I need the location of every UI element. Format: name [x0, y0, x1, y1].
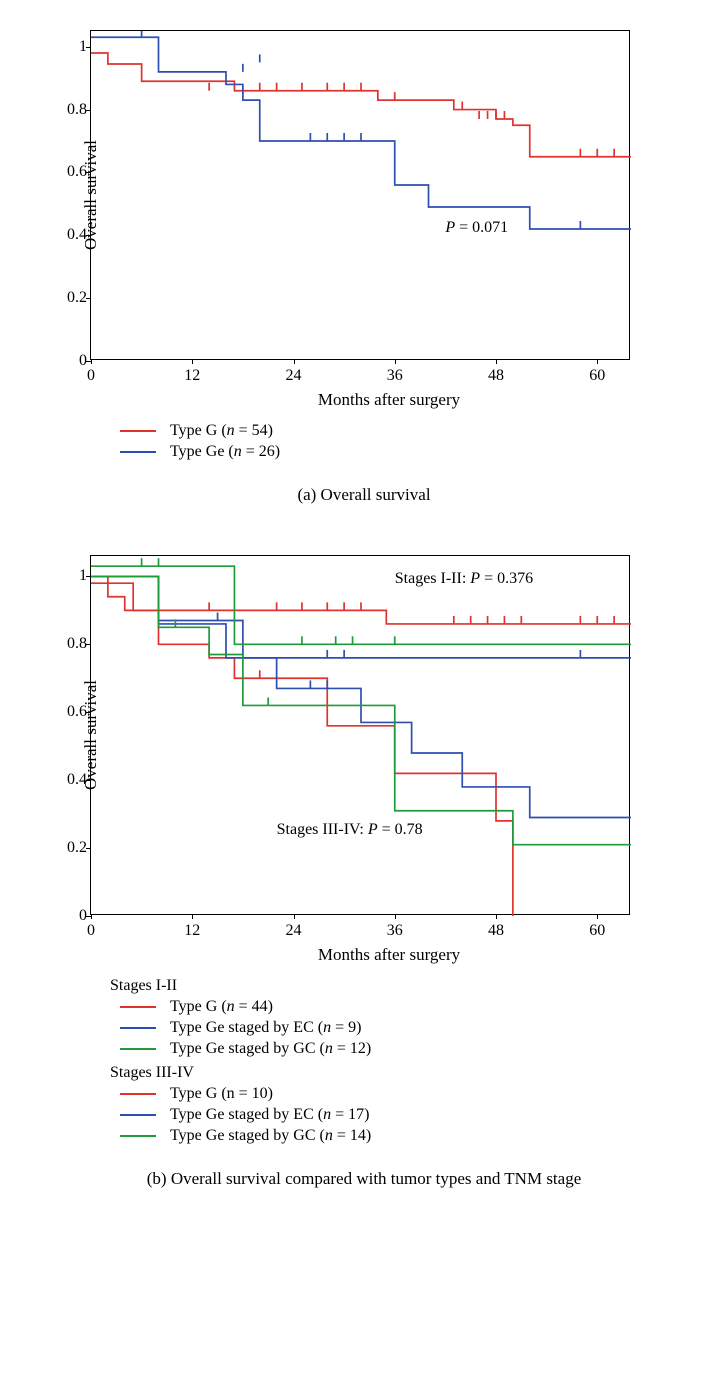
xtick-label: 12 [184, 922, 200, 940]
xtick-label: 48 [488, 922, 504, 940]
xtick-label: 0 [87, 922, 95, 940]
caption-b: (b) Overall survival compared with tumor… [40, 1169, 688, 1189]
ytick-mark [86, 298, 91, 299]
legend-b: Stages I-IIType G (n = 44)Type Ge staged… [120, 977, 688, 1145]
ytick-label: 0.8 [53, 635, 87, 653]
legend-a: Type G (n = 54) Type Ge (n = 26) [120, 422, 688, 461]
legend-row: Type G (n = 44) [120, 998, 688, 1016]
xlabel-a: Months after surgery [90, 390, 688, 410]
ytick-label: 0.4 [53, 771, 87, 789]
legend-swatch [120, 1027, 156, 1029]
xtick-mark [91, 359, 92, 364]
legend-label: Type G (n = 54) [170, 422, 273, 440]
ytick-label: 1 [53, 38, 87, 56]
ytick-mark [86, 576, 91, 577]
xtick-mark [192, 914, 193, 919]
xtick-mark [91, 914, 92, 919]
svg-b [91, 556, 631, 916]
xtick-mark [395, 914, 396, 919]
legend-group-head: Stages I-II [110, 977, 688, 995]
ytick-label: 0.8 [53, 101, 87, 119]
legend-swatch [120, 451, 156, 453]
xtick-mark [294, 359, 295, 364]
legend-row: Type Ge staged by EC (n = 9) [120, 1019, 688, 1037]
km-line [91, 576, 513, 916]
legend-row: Type G (n = 10) [120, 1085, 688, 1103]
ytick-mark [86, 235, 91, 236]
plot-a: Overall survival 00.20.40.60.81012243648… [90, 30, 630, 360]
ytick-label: 0.2 [53, 289, 87, 307]
xtick-label: 24 [286, 922, 302, 940]
ytick-mark [86, 110, 91, 111]
legend-group-head: Stages III-IV [110, 1064, 688, 1082]
xtick-label: 48 [488, 367, 504, 385]
chart-b-wrap: Overall survival 00.20.40.60.81012243648… [90, 555, 688, 915]
ytick-mark [86, 780, 91, 781]
caption-a: (a) Overall survival [40, 485, 688, 505]
ytick-label: 0.6 [53, 703, 87, 721]
xtick-label: 12 [184, 367, 200, 385]
legend-label: Type Ge staged by EC (n = 9) [170, 1019, 361, 1037]
xtick-mark [597, 359, 598, 364]
legend-row: Type Ge staged by GC (n = 14) [120, 1127, 688, 1145]
panel-b: Overall survival 00.20.40.60.81012243648… [20, 555, 688, 1189]
legend-row: Type Ge (n = 26) [120, 443, 688, 461]
km-line [91, 576, 631, 817]
ytick-mark [86, 644, 91, 645]
legend-label: Type G (n = 44) [170, 998, 273, 1016]
legend-row: Type G (n = 54) [120, 422, 688, 440]
legend-swatch [120, 1006, 156, 1008]
xtick-label: 0 [87, 367, 95, 385]
xtick-label: 24 [286, 367, 302, 385]
ytick-label: 0 [53, 907, 87, 925]
legend-swatch [120, 430, 156, 432]
legend-swatch [120, 1093, 156, 1095]
xtick-label: 60 [589, 367, 605, 385]
p-value-annotation: Stages III-IV: P = 0.78 [277, 821, 423, 839]
legend-label: Type Ge (n = 26) [170, 443, 280, 461]
chart-a-wrap: Overall survival 00.20.40.60.81012243648… [90, 30, 688, 360]
p-value-annotation: P = 0.071 [445, 219, 508, 237]
legend-swatch [120, 1114, 156, 1116]
xtick-mark [192, 359, 193, 364]
panel-a: Overall survival 00.20.40.60.81012243648… [20, 30, 688, 505]
legend-label: Type Ge staged by GC (n = 14) [170, 1127, 371, 1145]
ytick-label: 0.2 [53, 839, 87, 857]
p-value-annotation: Stages I-II: P = 0.376 [395, 570, 533, 588]
legend-label: Type Ge staged by EC (n = 17) [170, 1106, 369, 1124]
ytick-mark [86, 848, 91, 849]
ytick-label: 0 [53, 352, 87, 370]
legend-label: Type Ge staged by GC (n = 12) [170, 1040, 371, 1058]
ytick-label: 0.6 [53, 163, 87, 181]
ytick-label: 0.4 [53, 226, 87, 244]
ytick-label: 1 [53, 567, 87, 585]
legend-swatch [120, 1135, 156, 1137]
legend-row: Type Ge staged by EC (n = 17) [120, 1106, 688, 1124]
svg-a [91, 31, 631, 361]
legend-swatch [120, 1048, 156, 1050]
xtick-label: 36 [387, 922, 403, 940]
xtick-label: 60 [589, 922, 605, 940]
xtick-mark [496, 359, 497, 364]
plot-b: Overall survival 00.20.40.60.81012243648… [90, 555, 630, 915]
xtick-mark [496, 914, 497, 919]
legend-label: Type G (n = 10) [170, 1085, 273, 1103]
xtick-mark [395, 359, 396, 364]
xtick-mark [294, 914, 295, 919]
xtick-mark [597, 914, 598, 919]
ytick-mark [86, 712, 91, 713]
xtick-label: 36 [387, 367, 403, 385]
ytick-mark [86, 47, 91, 48]
legend-row: Type Ge staged by GC (n = 12) [120, 1040, 688, 1058]
ytick-mark [86, 172, 91, 173]
km-line [91, 576, 631, 658]
xlabel-b: Months after surgery [90, 945, 688, 965]
